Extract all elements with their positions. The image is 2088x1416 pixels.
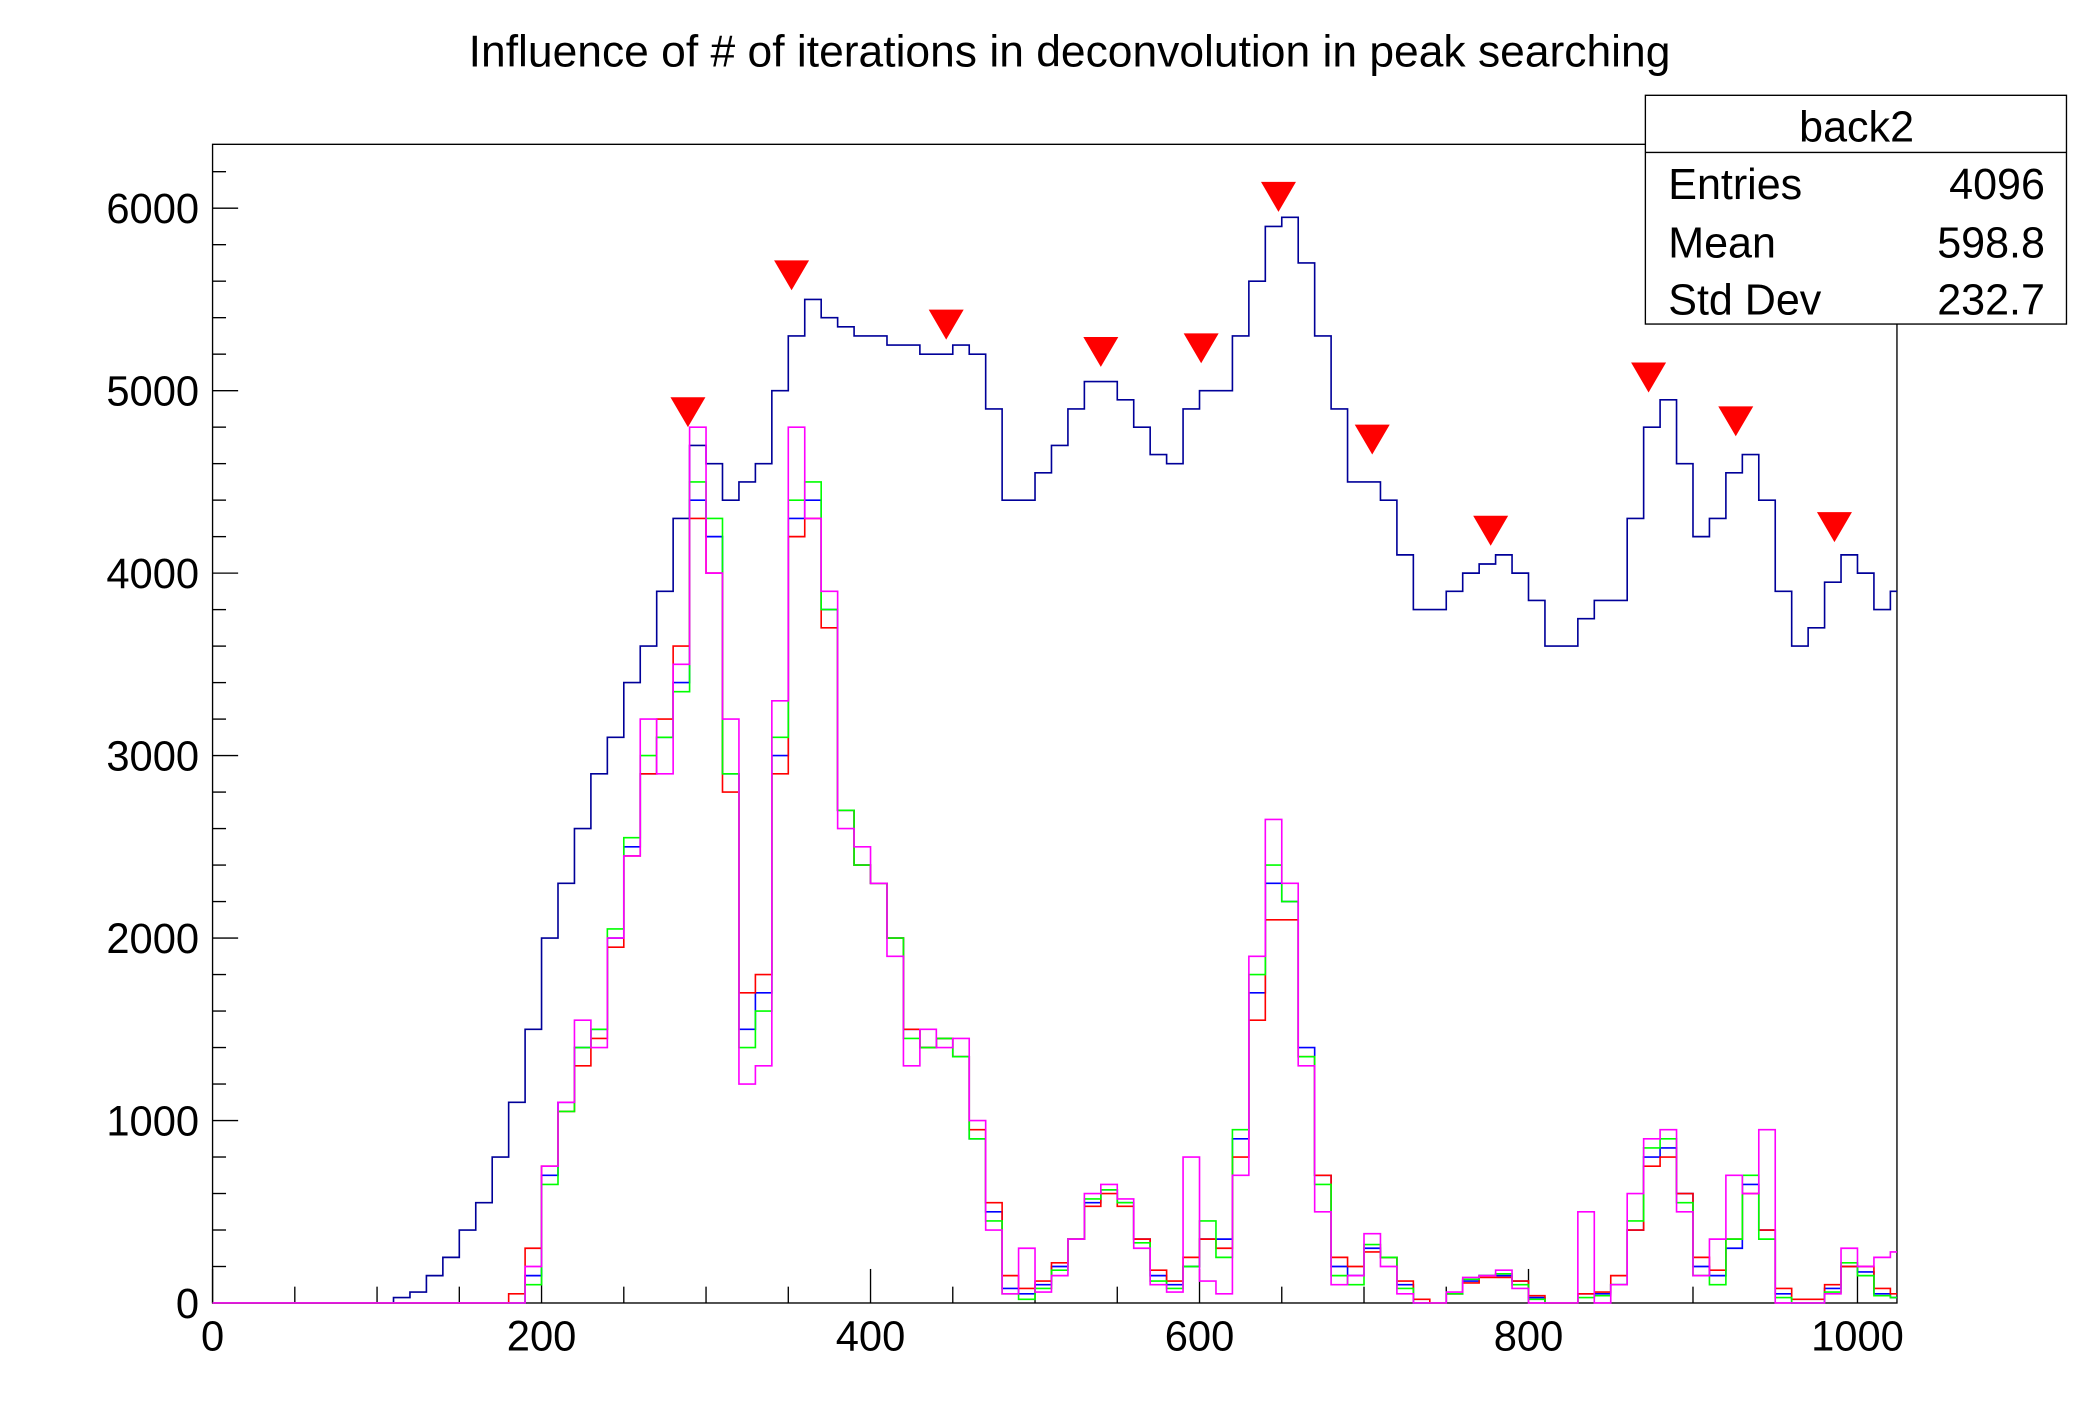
peak-marker [1631,362,1667,393]
x-tick-label: 200 [507,1312,577,1359]
stats-entries-value: 4096 [1949,161,2045,209]
plot-frame [211,143,1898,1304]
stats-mean-label: Mean [1668,219,1776,267]
series-line-0 [212,216,1897,1304]
x-tick-label: 600 [1165,1312,1235,1359]
y-tick-label: 2000 [106,915,199,962]
y-tick-label: 4000 [106,550,199,597]
peak-marker [1083,336,1119,367]
peak-marker [1183,333,1219,364]
peak-marker [774,260,810,291]
series-line-4 [212,426,1897,1304]
stats-box-title: back2 [1799,103,1914,151]
stats-entries-label: Entries [1668,161,1802,209]
series-group [212,216,1897,1304]
peak-marker [1354,424,1390,455]
chart-title: Influence of # of iterations in deconvol… [469,27,1671,76]
stats-box-frame [1644,94,2068,325]
x-tick-label: 800 [1494,1312,1564,1359]
stats-stddev-value: 232.7 [1937,276,2045,324]
y-tick-label: 5000 [106,367,199,414]
peak-marker [670,397,706,428]
peak-marker [1260,181,1296,212]
stats-stddev-label: Std Dev [1668,276,1821,324]
x-tick-label: 400 [836,1312,906,1359]
x-tick-label: 0 [201,1312,224,1359]
axes: 0 200 400 600 800 1000 0 1000 2000 3000 4000 5000 60… [106,171,1904,1360]
y-tick-label: 1000 [106,1097,199,1144]
y-tick-label: 6000 [106,185,199,232]
peak-marker [1473,515,1509,546]
series-line-3 [212,481,1897,1304]
stats-box: back2 Entries 4096 Mean 598.8 Std Dev 23… [1644,94,2068,325]
peak-markers [670,181,1852,546]
y-tick-label: 0 [176,1280,199,1327]
stats-mean-value: 598.8 [1937,219,2045,267]
y-tick-label: 3000 [106,732,199,779]
peak-marker [928,309,964,340]
peak-marker [1816,512,1852,543]
peak-marker [1718,406,1754,437]
x-tick-label: 1000 [1811,1312,1904,1359]
